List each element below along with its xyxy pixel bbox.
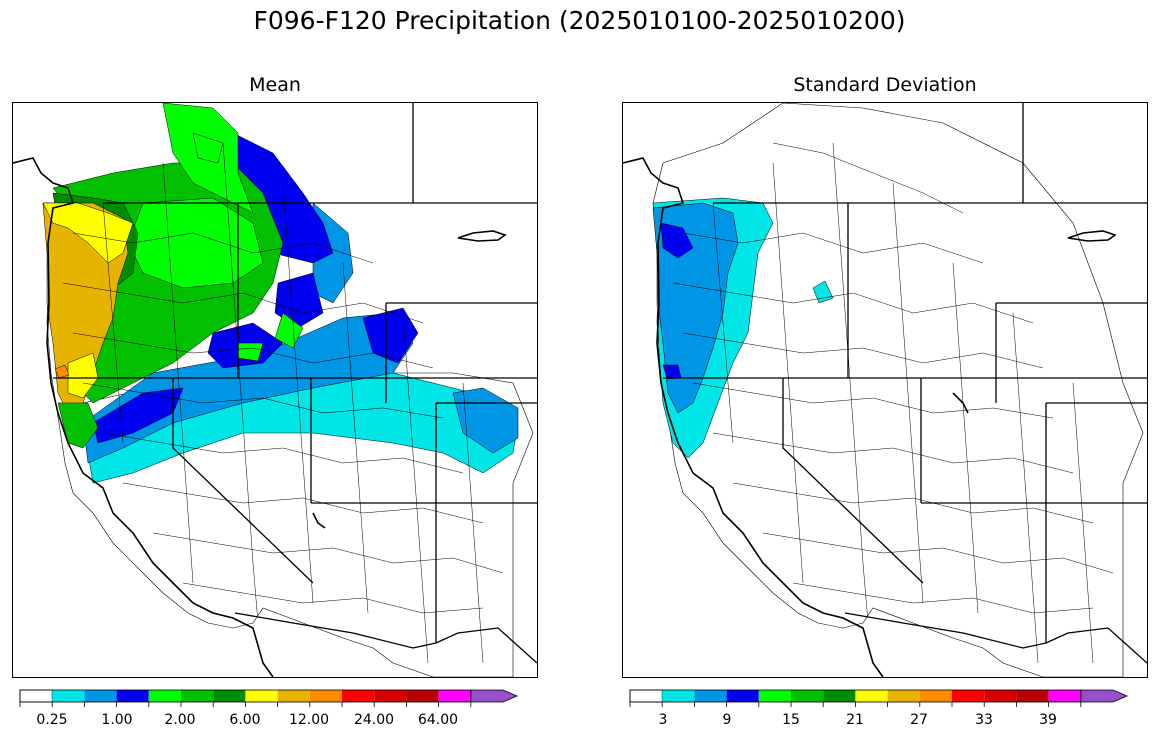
stdev-colorbar-swatch: [791, 690, 824, 702]
stdev-colorbar-swatch: [662, 690, 695, 702]
mean-colorbar-swatch: [374, 690, 407, 702]
mean-colorbar-swatch: [181, 690, 214, 702]
mean-colorbar-swatch: [342, 690, 375, 702]
stdev-colorbar-swatch: [823, 690, 856, 702]
mean-colorbar-tick-label: 6.00: [229, 712, 260, 728]
stdev-colorbar-swatch: [758, 690, 791, 702]
mean-map-svg: [13, 103, 537, 677]
stdev-state-boundaries: [663, 103, 1147, 664]
stdev-map-svg: [623, 103, 1147, 677]
mean-colorbar-swatch: [309, 690, 342, 702]
mean-colorbar-swatch: [19, 689, 53, 703]
mean-colorbar-tick-label: 24.00: [354, 712, 394, 728]
stdev-colorbar-swatch: [855, 690, 888, 702]
mean-colorbar-swatch: [277, 690, 310, 702]
stdev-colorbar-swatch: [1016, 690, 1049, 702]
stdev-colorbar-swatch: [629, 689, 663, 703]
stdev-colorbar-swatch: [1048, 690, 1081, 702]
stdev-colorbar-tick-label: 3: [659, 712, 668, 728]
mean-colorbar-tick-label: 64.00: [418, 712, 458, 728]
mean-coastline: [13, 157, 507, 677]
stdev-colorbar-swatch: [984, 690, 1017, 702]
mean-colorbar-tick-label: 0.25: [36, 712, 67, 728]
stdev-panel-title: Standard Deviation: [793, 74, 977, 96]
mean-colorbar-tick-label: 2.00: [164, 712, 195, 728]
stdev-colorbar-tick-label: 33: [975, 712, 993, 728]
stdev-colorbar-tick-label: 27: [910, 712, 928, 728]
mean-colorbar-swatches: [19, 689, 519, 703]
stdev-colorbar: 3 9 15 21 27 33 39: [629, 689, 1129, 728]
stdev-colorbar-swatches: [629, 689, 1129, 703]
stdev-colorbar-swatch: [952, 690, 985, 702]
mean-colorbar-swatch: [84, 690, 117, 702]
stdev-basin-outlines: [672, 142, 1114, 664]
stdev-colorbar-swatch: [887, 690, 920, 702]
mean-panel-title: Mean: [249, 74, 301, 96]
mean-colorbar-tick-label: 1.00: [101, 712, 132, 728]
mean-colorbar-swatch: [245, 690, 278, 702]
stdev-colorbar-swatch: [694, 690, 727, 702]
stdev-colorbar-ticks: [629, 702, 1082, 707]
stdev-colorbar-swatch: [1080, 689, 1129, 703]
mean-basin-outlines: [62, 142, 504, 664]
mean-colorbar-swatch: [406, 690, 439, 702]
mean-colorbar-swatch: [52, 690, 85, 702]
mean-colorbar-labels: 0.25 1.00 2.00 6.00 12.00 24.00 64.00: [36, 712, 458, 728]
mean-colorbar-swatch: [438, 690, 471, 702]
mean-colorbar-tick-label: 12.00: [289, 712, 329, 728]
mean-colorbar-swatch: [148, 690, 181, 702]
stdev-colorbar-tick-label: 39: [1039, 712, 1057, 728]
figure-title: F096-F120 Precipitation (2025010100-2025…: [253, 6, 906, 35]
stdev-colorbar-tick-label: 21: [846, 712, 864, 728]
mean-precip-regions: [42, 103, 534, 677]
stdev-map: [622, 102, 1148, 678]
stdev-colorbar-tick-label: 9: [723, 712, 732, 728]
mean-map: [12, 102, 538, 678]
stdev-precip-regions: [652, 103, 1144, 677]
stdev-colorbar-tick-label: 15: [782, 712, 800, 728]
stdev-coastline: [623, 157, 1117, 677]
stdev-colorbar-swatch: [919, 690, 952, 702]
stdev-colorbar-labels: 3 9 15 21 27 33 39: [659, 712, 1057, 728]
mean-colorbar-swatch: [116, 690, 149, 702]
mean-colorbar: 0.25 1.00 2.00 6.00 12.00 24.00 64.00: [19, 689, 519, 728]
mean-state-boundaries: [53, 103, 537, 664]
mean-colorbar-swatch: [213, 690, 246, 702]
mean-colorbar-ticks: [19, 702, 472, 707]
stdev-colorbar-swatch: [726, 690, 759, 702]
mean-colorbar-swatch: [470, 689, 519, 703]
